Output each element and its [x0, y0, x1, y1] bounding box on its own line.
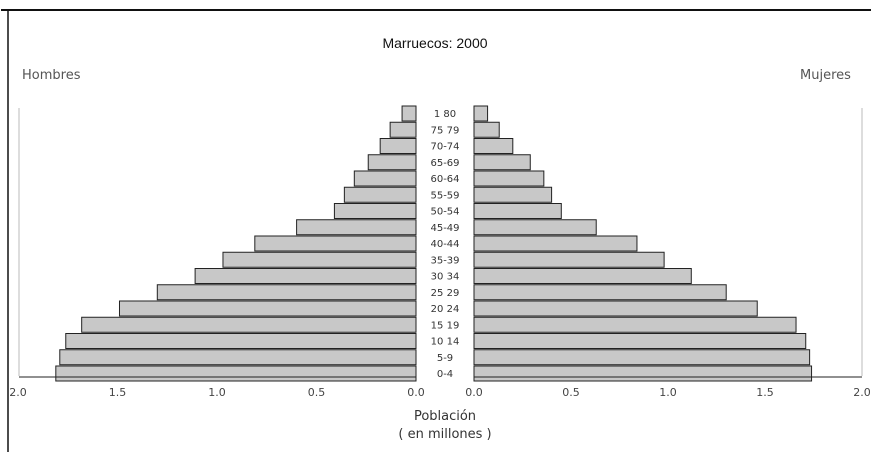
bar-hombres-15-19 [81, 316, 417, 333]
ticks-group: 0.0 0.0 0.5 0.5 1.0 1.0 1.5 1.5 2.0 2.0 [9, 386, 871, 399]
bar-hombres-55-59 [343, 186, 417, 203]
bar-mujeres-70-74 [473, 138, 514, 154]
age-label-80+: 1 80 [434, 109, 456, 120]
bars-group [55, 105, 813, 382]
bar-mujeres-15-19 [473, 316, 797, 333]
bar-hombres-70-74 [379, 138, 417, 154]
bar-hombres-35-39 [222, 251, 417, 268]
tick-right-1.5: 1.5 [756, 386, 774, 399]
age-label-45-49: 45-49 [430, 223, 459, 234]
bar-mujeres-10-14 [473, 333, 807, 349]
bar-mujeres-65-69 [473, 154, 531, 171]
bar-mujeres-40-44 [473, 235, 638, 252]
age-label-10-14: 10 14 [431, 337, 460, 348]
age-label-55-59: 55-59 [430, 190, 459, 201]
bar-mujeres-0-4 [473, 365, 813, 382]
bar-hombres-45-49 [296, 219, 417, 236]
bar-hombres-80+ [401, 105, 417, 122]
age-labels-group: 1 80 75 79 70-74 65-69 60-64 55-59 50-54 45-49 4… [430, 109, 459, 380]
x-axis-unit: ( en millones ) [398, 427, 491, 442]
bar-mujeres-30-34 [473, 268, 692, 284]
bar-hombres-20-24 [118, 300, 417, 317]
bar-hombres-40-44 [254, 235, 417, 252]
age-label-15-19: 15 19 [431, 320, 460, 331]
bar-mujeres-55-59 [473, 186, 553, 203]
bar-hombres-65-69 [367, 154, 417, 171]
age-label-5-9: 5-9 [437, 353, 453, 364]
x-axis-title: Población [414, 409, 476, 424]
bar-hombres-30-34 [194, 268, 417, 284]
bar-hombres-75-79 [389, 121, 417, 138]
age-label-75-79: 75 79 [431, 125, 460, 136]
tick-left-2.0: 2.0 [9, 386, 27, 399]
tick-right-2.0: 2.0 [853, 386, 871, 399]
bar-mujeres-5-9 [473, 349, 811, 366]
age-label-65-69: 65-69 [430, 158, 459, 169]
right-side-label: Mujeres [800, 68, 851, 83]
age-label-0-4: 0-4 [437, 369, 453, 380]
bar-mujeres-20-24 [473, 300, 758, 317]
bar-hombres-60-64 [353, 170, 417, 187]
age-label-70-74: 70-74 [430, 142, 459, 153]
bar-hombres-0-4 [55, 365, 417, 382]
tick-left-0.5: 0.5 [308, 386, 326, 399]
tick-left-0.0: 0.0 [407, 386, 425, 399]
age-label-60-64: 60-64 [430, 174, 459, 185]
tick-left-1.0: 1.0 [208, 386, 226, 399]
age-label-40-44: 40-44 [430, 239, 459, 250]
chart-title: Marruecos: 2000 [382, 35, 487, 51]
bar-mujeres-60-64 [473, 170, 545, 187]
bar-hombres-5-9 [59, 349, 417, 366]
bar-hombres-50-54 [333, 203, 417, 219]
age-label-25-29: 25 29 [431, 288, 460, 299]
age-label-20-24: 20 24 [431, 304, 460, 315]
bar-mujeres-45-49 [473, 219, 597, 236]
age-label-50-54: 50-54 [430, 207, 459, 218]
bar-hombres-25-29 [156, 284, 417, 301]
age-label-30-34: 30 34 [431, 272, 460, 283]
bar-mujeres-35-39 [473, 251, 665, 268]
tick-left-1.5: 1.5 [109, 386, 127, 399]
bar-mujeres-25-29 [473, 284, 727, 301]
bar-mujeres-75-79 [473, 121, 500, 138]
left-side-label: Hombres [22, 68, 81, 83]
tick-right-0.5: 0.5 [562, 386, 580, 399]
age-label-35-39: 35-39 [430, 255, 459, 266]
bar-hombres-10-14 [65, 333, 417, 349]
tick-right-0.0: 0.0 [465, 386, 483, 399]
bar-mujeres-50-54 [473, 203, 562, 219]
bar-mujeres-80+ [473, 105, 489, 122]
tick-right-1.0: 1.0 [659, 386, 677, 399]
